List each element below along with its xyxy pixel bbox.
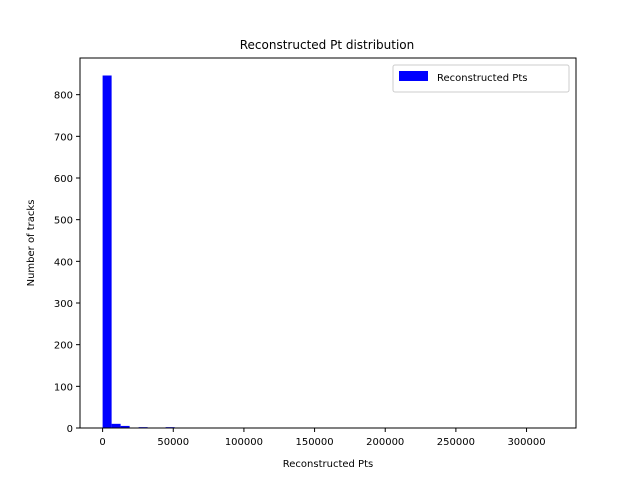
y-tick-label: 300 <box>54 299 73 310</box>
x-axis-ticks: 0 50000 100000 150000 200000 250000 300000 <box>99 428 546 448</box>
x-tick-label: 200000 <box>366 437 404 448</box>
histogram-bar <box>120 425 130 428</box>
x-axis-label: Reconstructed Pts <box>283 459 373 470</box>
histogram-bar <box>102 75 112 428</box>
y-axis-label: Number of tracks <box>26 200 37 287</box>
y-tick-label: 0 <box>67 424 73 435</box>
legend-box <box>392 64 570 93</box>
legend-swatch <box>399 71 428 81</box>
histogram-bar <box>111 423 121 428</box>
y-tick-label: 700 <box>54 132 73 143</box>
plot-frame <box>79 57 577 429</box>
x-tick-label: 100000 <box>225 437 263 448</box>
y-tick-label: 100 <box>54 382 73 393</box>
chart-title: Reconstructed Pt distribution <box>240 38 414 52</box>
y-tick-label: 400 <box>54 257 73 268</box>
x-tick-label: 300000 <box>507 437 545 448</box>
y-tick-label: 200 <box>54 341 73 352</box>
y-tick-label: 800 <box>54 91 73 102</box>
x-tick-label: 0 <box>99 437 105 448</box>
x-tick-label: 250000 <box>437 437 475 448</box>
y-tick-label: 600 <box>54 174 73 185</box>
legend-label: Reconstructed Pts <box>437 73 527 84</box>
x-tick-label: 50000 <box>157 437 189 448</box>
y-tick-label: 500 <box>54 216 73 227</box>
y-axis-ticks: 0 100 200 300 400 500 600 700 800 <box>54 91 80 435</box>
x-tick-label: 150000 <box>295 437 333 448</box>
legend: Reconstructed Pts <box>392 64 570 93</box>
